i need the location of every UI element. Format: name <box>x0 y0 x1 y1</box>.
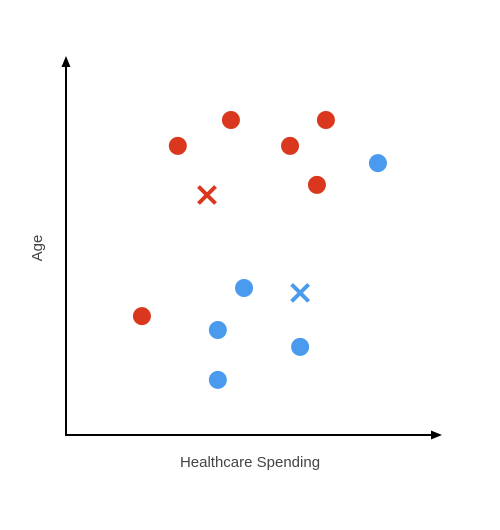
point <box>221 111 240 129</box>
y-axis-arrow <box>61 56 71 67</box>
x-axis-label: Healthcare Spending <box>180 454 320 471</box>
point <box>281 136 300 155</box>
y-axis-label: Age <box>29 235 46 262</box>
point <box>208 321 227 339</box>
point <box>208 370 227 389</box>
point <box>235 279 254 297</box>
point <box>368 154 387 173</box>
point <box>307 175 326 194</box>
point <box>316 111 335 129</box>
centroid-marker <box>197 185 217 205</box>
point <box>168 136 187 155</box>
x-axis-arrow <box>431 430 442 440</box>
point <box>291 337 310 356</box>
point <box>132 307 151 326</box>
centroid-marker <box>290 282 311 303</box>
